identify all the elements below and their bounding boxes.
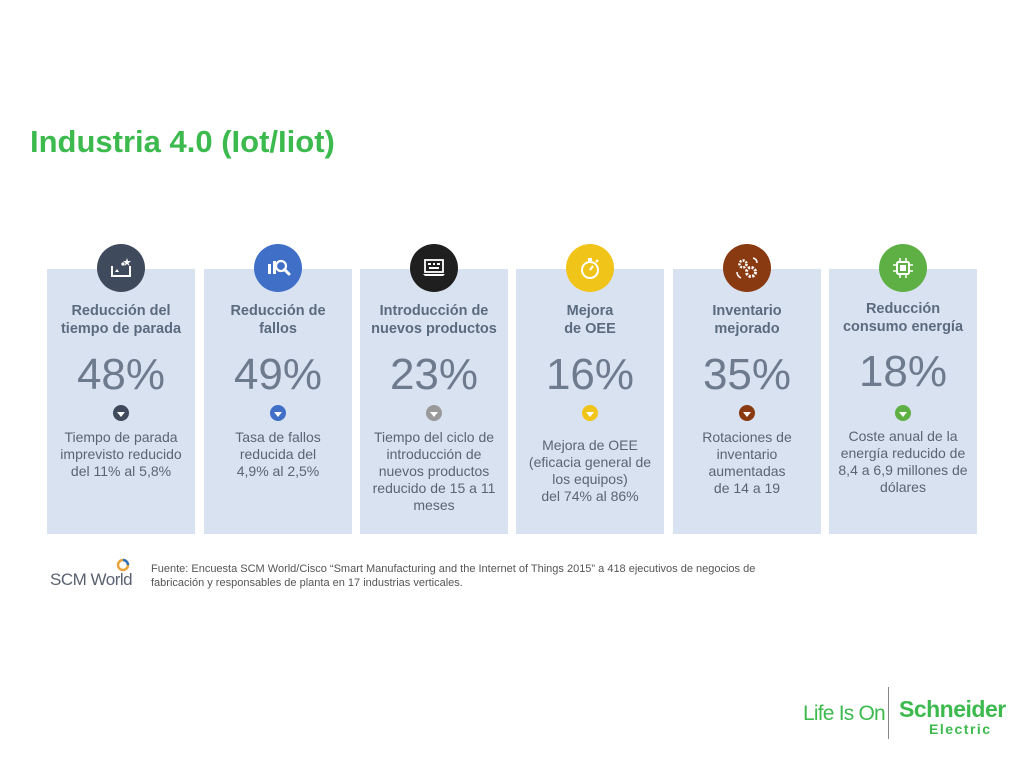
card-heading: Reducción de fallos xyxy=(230,303,326,337)
badge-downtime xyxy=(97,244,145,292)
scm-world-logo: SCM World xyxy=(50,558,134,590)
card-description: Tiempo de parada imprevisto reducido del… xyxy=(60,429,182,479)
down-arrow-icon xyxy=(582,405,598,421)
card-percentage: 23% xyxy=(389,350,479,399)
down-arrow-icon xyxy=(270,405,286,421)
brand-divider xyxy=(888,687,889,739)
card-percentage: 18% xyxy=(858,347,948,396)
card-heading: Inventario mejorado xyxy=(712,303,782,337)
badge-failures xyxy=(254,244,302,292)
badge-oee xyxy=(566,244,614,292)
card-description: Coste anual de la energía reducido de 8,… xyxy=(838,428,968,495)
stars-screen-icon xyxy=(111,258,131,277)
badge-energy xyxy=(879,244,927,292)
badge-inventory xyxy=(723,244,771,292)
chip-icon xyxy=(893,258,913,278)
card-description: Rotaciones de inventario aumentadas de 1… xyxy=(702,429,792,496)
card-failures: Reducción de fallos 49% Tasa de fallos r… xyxy=(204,244,352,534)
card-heading: Reducción del tiempo de parada xyxy=(60,303,182,337)
card-oee: Mejora de OEE 16% Mejora de OEE (eficaci… xyxy=(516,244,664,534)
life-is-on-tagline: Life Is On xyxy=(803,702,886,725)
badge-new-products xyxy=(410,244,458,292)
card-description: Mejora de OEE (eficacia general de los e… xyxy=(528,437,652,504)
down-arrow-icon xyxy=(739,405,755,421)
source-note: Fuente: Encuesta SCM World/Cisco “Smart … xyxy=(151,563,756,589)
card-description: Tiempo del ciclo de introducción de nuev… xyxy=(372,429,496,513)
card-percentage: 48% xyxy=(76,350,166,399)
card-description: Tasa de fallos reducida del 4,9% al 2,5% xyxy=(235,429,321,479)
stopwatch-icon xyxy=(581,258,599,279)
brand-sub: Electric xyxy=(929,721,992,737)
magnifier-chart-icon xyxy=(268,259,291,276)
card-heading: Introducción de nuevos productos xyxy=(371,303,497,337)
card-percentage: 49% xyxy=(233,350,323,399)
down-arrow-icon xyxy=(113,405,129,421)
card-new-products: Introducción de nuevos productos 23% Tie… xyxy=(360,244,508,534)
card-downtime: Reducción del tiempo de parada 48% Tiemp… xyxy=(47,244,195,534)
down-arrow-icon xyxy=(426,405,442,421)
card-heading: Reducción consumo energía xyxy=(842,301,964,335)
card-percentage: 35% xyxy=(702,350,792,399)
schneider-electric-logo: Life Is On Schneider Electric xyxy=(803,685,1008,740)
card-percentage: 16% xyxy=(545,350,635,399)
scm-world-logo-text: SCM World xyxy=(50,570,133,589)
card-inventory: Inventario mejorado 35% Rotaciones de in… xyxy=(673,244,821,534)
scm-world-mark-icon xyxy=(116,558,130,572)
brand-name: Schneider xyxy=(899,696,1006,722)
laptop-icon xyxy=(423,259,445,276)
card-heading: Mejora de OEE xyxy=(564,303,616,337)
card-energy: Reducción consumo energía 18% Coste anua… xyxy=(829,244,977,534)
down-arrow-icon xyxy=(895,405,911,421)
page-title: Industria 4.0 (Iot/Iiot) xyxy=(30,124,335,159)
gears-icon xyxy=(736,257,758,279)
